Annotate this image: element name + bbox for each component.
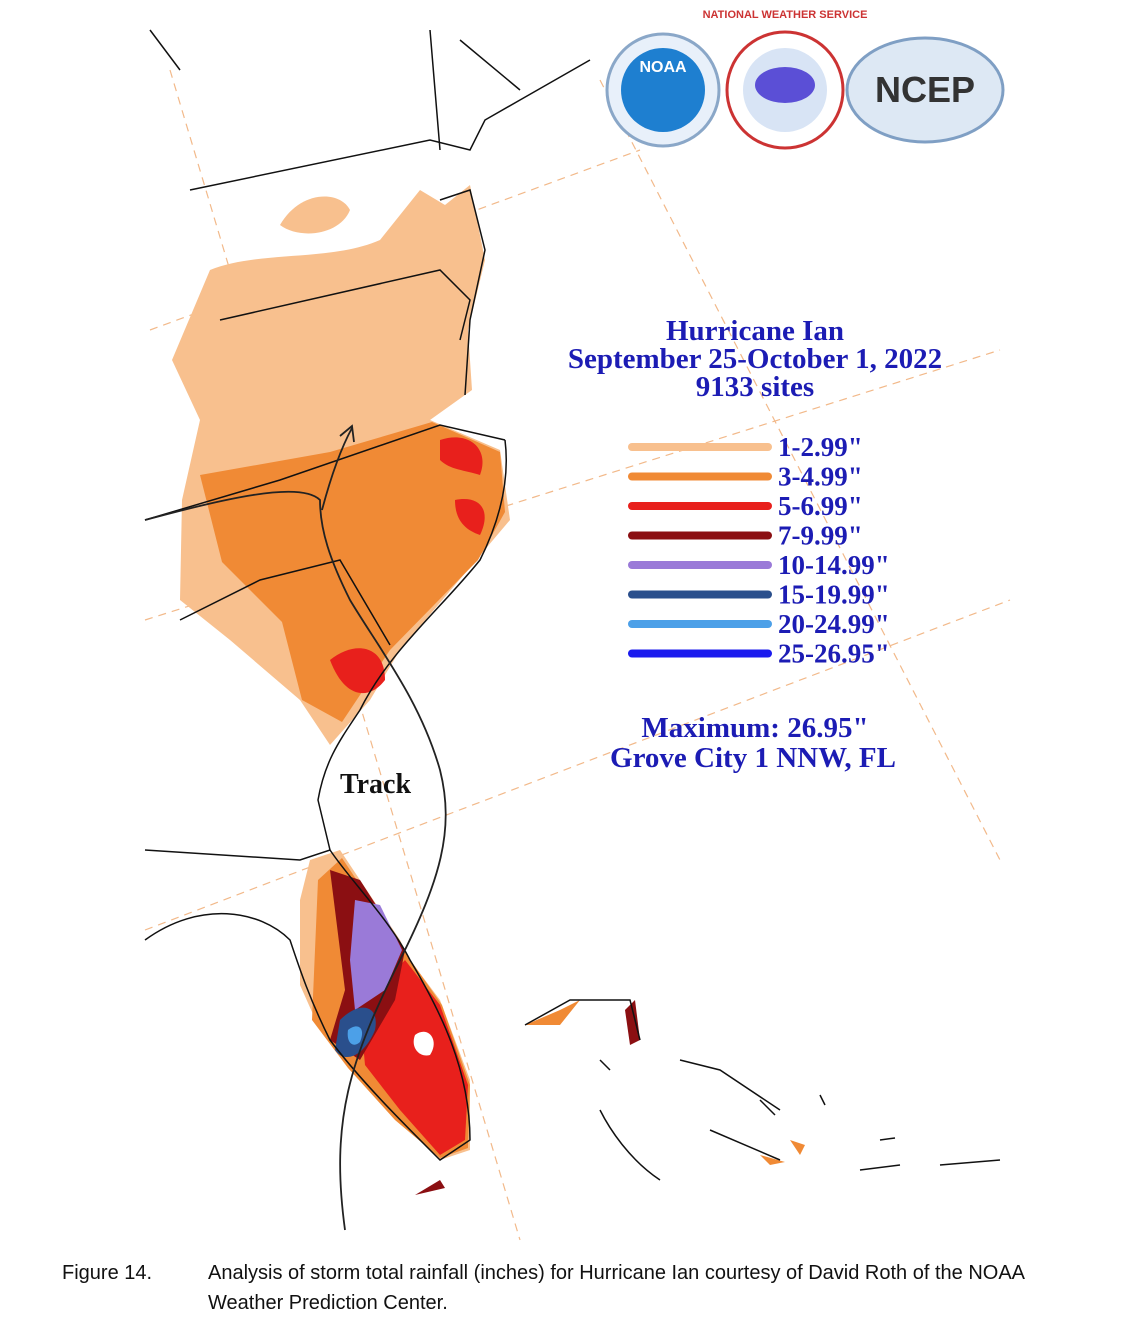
track-label: Track — [340, 769, 411, 800]
legend-label: 3-4.99" — [778, 462, 863, 492]
maximum-value: Maximum: 26.95" — [641, 712, 868, 744]
legend-label: 5-6.99" — [778, 491, 863, 521]
track-arrow — [339, 424, 355, 443]
title-line: Hurricane Ian — [666, 315, 844, 347]
figure-number: Figure 14. — [62, 1262, 153, 1284]
logos: NOAA NATIONAL WEATHER SERVICE NCEP — [605, 9, 1005, 150]
legend-label: 1-2.99" — [778, 432, 863, 462]
legend: 1-2.99"3-4.99"5-6.99"7-9.99"10-14.99"15-… — [628, 432, 890, 669]
legend-label: 15-19.99" — [778, 580, 890, 610]
legend-label: 20-24.99" — [778, 609, 890, 639]
legend-label: 25-26.95" — [778, 639, 890, 669]
storm-track — [144, 427, 447, 1231]
logo-nws: NATIONAL WEATHER SERVICE — [703, 9, 868, 21]
legend-label: 7-9.99" — [778, 521, 863, 551]
rain-areas — [172, 185, 805, 1195]
logo-noaa: NOAA — [639, 59, 687, 76]
rainfall-map: Track NOAA NATIONAL WEATHER SERVICE NCEP… — [144, 9, 1011, 1241]
legend-label: 10-14.99" — [778, 550, 890, 580]
title-line: September 25-October 1, 2022 — [568, 343, 942, 375]
caption: Figure 14. Analysis of storm total rainf… — [62, 1258, 1092, 1318]
boundaries — [144, 29, 1001, 1181]
maximum-location: Grove City 1 NNW, FL — [610, 742, 896, 774]
logo-ncep: NCEP — [875, 69, 975, 110]
title-line: 9133 sites — [696, 371, 814, 403]
figure-caption: Analysis of storm total rainfall (inches… — [208, 1262, 1024, 1314]
